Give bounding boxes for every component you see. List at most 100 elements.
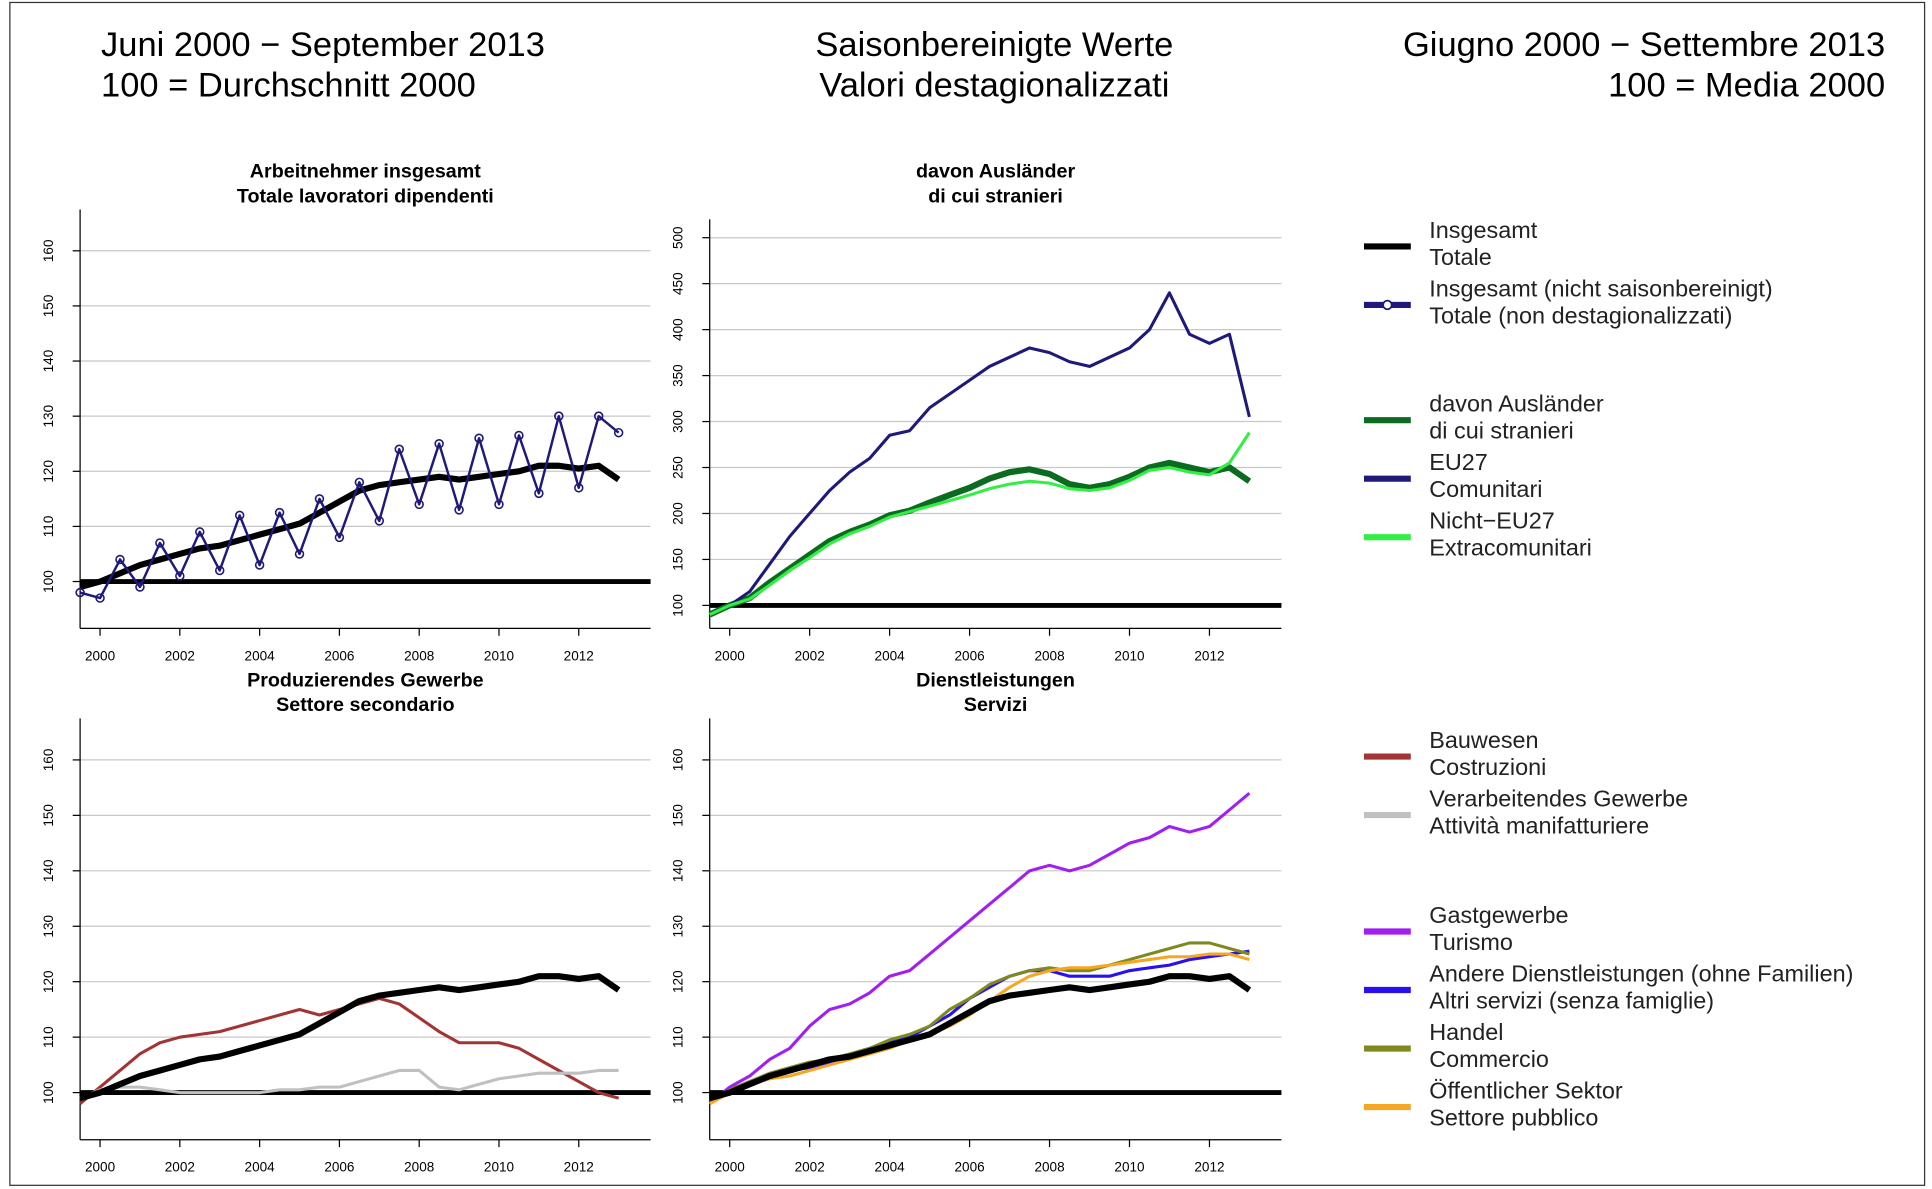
- legend-label: Gastgewerbe: [1429, 902, 1568, 928]
- point-marker: [374, 516, 385, 526]
- series-line: [708, 459, 1252, 618]
- x-tick-label: 2006: [324, 1160, 354, 1175]
- header-center: Saisonbereinigte Werte: [815, 26, 1173, 64]
- y-tick-label: 100: [670, 1081, 685, 1104]
- point-marker: [214, 565, 225, 576]
- point-marker: [95, 593, 105, 603]
- y-tick-label: 140: [670, 859, 685, 882]
- x-tick-label: 2010: [484, 648, 514, 663]
- chart-title: Totale lavoratori dipendenti: [237, 185, 494, 207]
- y-tick-label: 350: [670, 364, 685, 387]
- legend-label: Extracomunitari: [1429, 535, 1592, 561]
- y-tick-label: 120: [41, 460, 56, 483]
- y-tick-label: 120: [41, 970, 56, 993]
- x-tick-label: 2010: [1114, 648, 1144, 663]
- legend-label: Settore pubblico: [1429, 1105, 1598, 1131]
- series-line: [79, 1068, 619, 1100]
- point-marker: [314, 494, 325, 504]
- legend-label: EU27: [1429, 449, 1488, 475]
- y-tick-label: 120: [670, 970, 685, 993]
- legend-label: Verarbeitendes Gewerbe: [1429, 785, 1688, 811]
- y-tick-label: 160: [41, 749, 56, 772]
- series-line: [79, 414, 620, 600]
- x-tick-label: 2000: [715, 1160, 745, 1175]
- chart-title: Servizi: [964, 694, 1028, 716]
- x-tick-label: 2008: [1034, 1160, 1064, 1175]
- legend-label: Altri servizi (senza famiglie): [1429, 988, 1714, 1014]
- chart-title: Produzierendes Gewerbe: [247, 670, 484, 692]
- legend-label: Turismo: [1429, 929, 1513, 955]
- y-tick-label: 160: [41, 239, 56, 262]
- x-tick-label: 2006: [955, 648, 985, 663]
- legend-label: Totale: [1429, 244, 1491, 270]
- y-tick-label: 450: [670, 272, 685, 295]
- y-tick-label: 110: [41, 1026, 56, 1048]
- legend-label: Attività manifatturiere: [1429, 813, 1649, 839]
- header-right: 100 = Media 2000: [1608, 67, 1885, 105]
- legend-label: Öffentlicher Sektor: [1429, 1077, 1623, 1103]
- x-tick-label: 2004: [875, 648, 906, 663]
- x-tick-label: 2010: [484, 1160, 514, 1175]
- y-tick-label: 400: [670, 318, 685, 341]
- point-marker: [155, 538, 165, 548]
- x-tick-label: 2002: [165, 1160, 195, 1175]
- point-marker: [613, 427, 624, 438]
- point-marker: [115, 554, 125, 565]
- x-tick-label: 2006: [324, 648, 354, 663]
- series-line: [708, 973, 1252, 1102]
- y-tick-label: 140: [41, 350, 56, 373]
- x-tick-label: 2000: [715, 648, 745, 663]
- point-marker: [574, 483, 584, 493]
- chart-title: Arbeitnehmer insgesamt: [250, 161, 481, 183]
- series-line: [709, 431, 1251, 616]
- y-tick-label: 110: [41, 516, 56, 538]
- x-tick-label: 2004: [245, 648, 276, 663]
- point-marker: [195, 527, 205, 537]
- point-marker: [414, 499, 424, 510]
- x-tick-label: 2008: [404, 648, 434, 663]
- legend-label: Insgesamt (nicht saisonbereinigt): [1429, 275, 1772, 301]
- legend-label: Totale (non destagionalizzati): [1429, 302, 1732, 328]
- point-marker: [234, 510, 245, 521]
- legend-label: davon Ausländer: [1429, 391, 1604, 417]
- y-tick-label: 150: [41, 295, 56, 318]
- point-marker: [514, 430, 524, 441]
- y-tick-label: 100: [670, 594, 685, 617]
- point-marker: [274, 507, 285, 518]
- chart-title: Settore secondario: [276, 694, 454, 716]
- y-tick-label: 160: [670, 749, 685, 772]
- x-tick-label: 2012: [1194, 648, 1224, 663]
- x-tick-label: 2006: [955, 1160, 985, 1175]
- point-marker: [454, 505, 464, 515]
- series-line: [79, 996, 620, 1105]
- point-marker: [75, 587, 85, 598]
- x-tick-label: 2012: [564, 1160, 594, 1175]
- y-tick-label: 140: [41, 859, 56, 882]
- chart-title: davon Ausländer: [916, 161, 1075, 183]
- y-tick-label: 130: [670, 915, 685, 938]
- x-tick-label: 2002: [795, 648, 825, 663]
- x-tick-label: 2004: [245, 1160, 276, 1175]
- y-tick-label: 250: [670, 456, 685, 479]
- x-tick-label: 2000: [85, 1160, 115, 1175]
- point-marker: [534, 488, 544, 499]
- x-tick-label: 2008: [404, 1160, 434, 1175]
- x-tick-label: 2012: [564, 648, 594, 663]
- y-tick-label: 150: [670, 548, 685, 571]
- legend-label: Nicht−EU27: [1429, 508, 1555, 534]
- y-tick-label: 100: [41, 570, 56, 593]
- y-tick-label: 150: [41, 804, 56, 827]
- series-line: [709, 291, 1251, 616]
- x-tick-label: 2002: [165, 648, 195, 663]
- point-marker: [294, 549, 305, 559]
- series-line: [79, 973, 621, 1102]
- x-tick-label: 2008: [1034, 648, 1064, 663]
- point-marker: [494, 499, 504, 510]
- y-tick-label: 130: [41, 915, 56, 938]
- legend-label: Commercio: [1429, 1046, 1549, 1072]
- legend-label: Handel: [1429, 1019, 1503, 1045]
- chart-title: Dienstleistungen: [916, 670, 1075, 692]
- point-marker: [135, 582, 145, 592]
- x-tick-label: 2002: [795, 1160, 825, 1175]
